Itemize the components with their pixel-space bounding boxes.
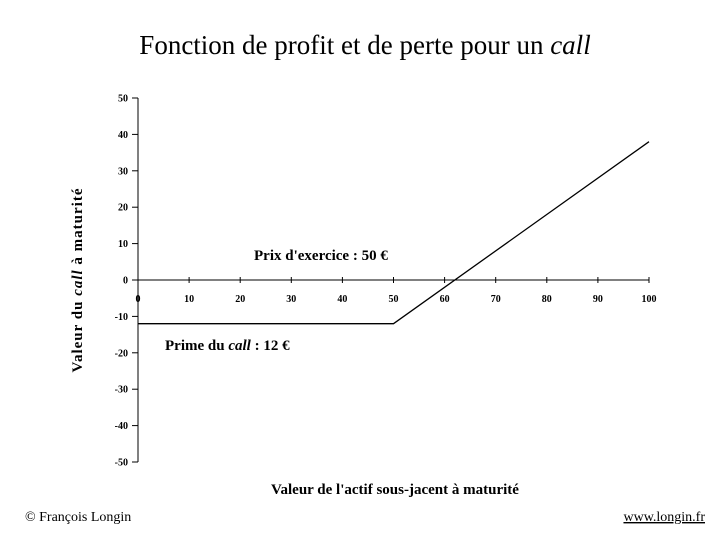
y-label-part: call (70, 269, 86, 296)
annotation-part: Prime du (165, 338, 228, 354)
y-tick-label: 40 (118, 130, 128, 141)
x-axis-label: Valeur de l'actif sous-jacent à maturité (271, 482, 519, 498)
annotation-part: call (228, 338, 251, 354)
x-tick-label: 10 (184, 294, 194, 305)
annotation: Prime du call : 12 € (165, 338, 290, 354)
x-tick-label: 70 (491, 294, 501, 305)
y-tick-label: -10 (115, 312, 128, 323)
y-tick-label: 0 (123, 276, 128, 287)
x-tick-label: 20 (235, 294, 245, 305)
x-tick-label: 40 (337, 294, 347, 305)
x-tick-label: 50 (389, 294, 399, 305)
y-tick-label: -40 (115, 421, 128, 432)
y-tick-label: 30 (118, 166, 128, 177)
y-label-part: à maturité (70, 187, 86, 269)
y-label-part: Valeur du (70, 296, 86, 373)
title-part: Fonction de profit et de perte pour un (139, 30, 550, 60)
y-tick-label: -20 (115, 348, 128, 359)
y-tick-label: 50 (118, 94, 128, 105)
payoff-line (138, 141, 650, 325)
y-axis-label: Valeur du call à maturité (70, 187, 86, 372)
annotation-part: Prix d'exercice : 50 € (254, 248, 388, 264)
y-tick-label: 10 (118, 239, 128, 250)
footer-link[interactable]: www.longin.fr (623, 510, 705, 525)
annotation-part: : 12 € (251, 338, 290, 354)
x-tick-label: 0 (136, 294, 141, 305)
footer-left: © François Longin (25, 510, 131, 525)
x-tick-label: 100 (642, 294, 657, 305)
y-tick-label: -30 (115, 385, 128, 396)
chart-title: Fonction de profit et de perte pour un c… (139, 30, 590, 60)
y-tick-label: 20 (118, 203, 128, 214)
x-tick-label: 30 (286, 294, 296, 305)
x-tick-label: 90 (593, 294, 603, 305)
y-tick-label: -50 (115, 458, 128, 469)
annotation: Prix d'exercice : 50 € (254, 248, 388, 264)
title-part: call (550, 30, 591, 60)
x-tick-label: 80 (542, 294, 552, 305)
x-tick-label: 60 (440, 294, 450, 305)
